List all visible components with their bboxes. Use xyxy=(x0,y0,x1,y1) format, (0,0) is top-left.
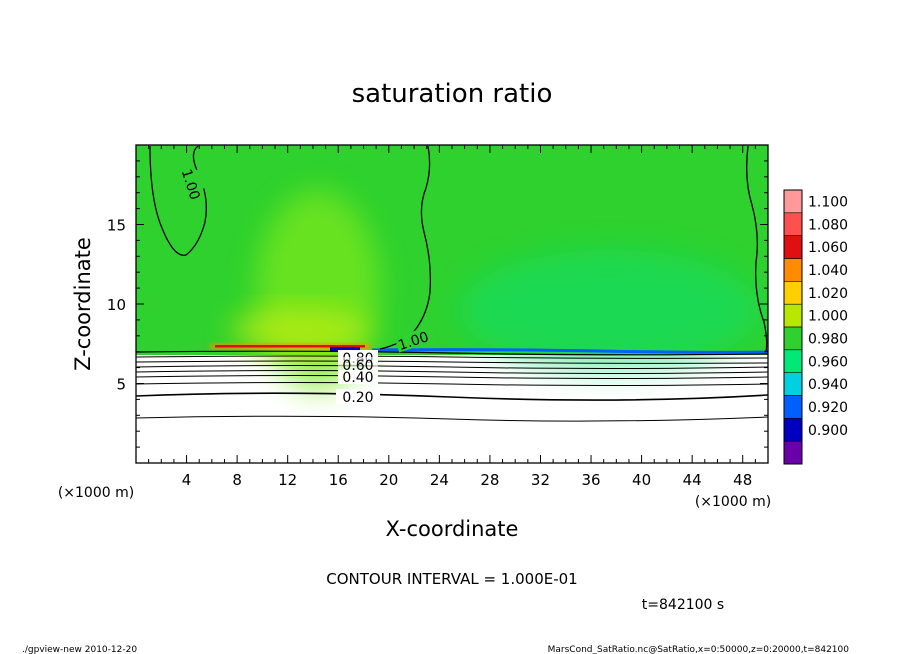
colorbar-swatch xyxy=(784,418,802,442)
y-axis-ticks: 5 10 15 xyxy=(107,160,768,448)
colorbar-swatch xyxy=(784,235,802,259)
x-tick-label: 12 xyxy=(278,471,297,489)
colorbar-swatch xyxy=(784,327,802,351)
colorbar-label: 1.020 xyxy=(808,286,848,302)
colorbar-label: 0.980 xyxy=(808,331,848,347)
contour-label-0.40: 0.40 xyxy=(342,370,373,386)
x-tick-label: 28 xyxy=(480,471,499,489)
x-tick-label: 20 xyxy=(379,471,398,489)
colorbar-swatch xyxy=(784,372,802,396)
colorbar-swatch xyxy=(784,190,802,214)
subsaturation-patch xyxy=(460,250,760,370)
colorbar-label: 1.060 xyxy=(808,240,848,256)
x-tick-label: 48 xyxy=(733,471,752,489)
footer-left: ./gpview-new 2010-12-20 xyxy=(22,645,137,654)
colorbar-label: 0.960 xyxy=(808,354,848,370)
colorbar-swatch xyxy=(784,281,802,305)
contour-1.00-left xyxy=(149,145,207,256)
colorbar-swatch xyxy=(784,395,802,419)
cloud-base-blue xyxy=(371,348,768,354)
y-tick-label: 5 xyxy=(116,376,126,394)
x-axis-unit: (×1000 m) xyxy=(695,494,771,510)
cloud-base-red xyxy=(215,345,365,348)
colorbar-label: 0.940 xyxy=(808,377,848,393)
colorbar-swatch xyxy=(784,441,802,465)
y-tick-label: 10 xyxy=(107,296,126,314)
colorbar-label: 1.040 xyxy=(808,263,848,279)
x-tick-label: 4 xyxy=(182,471,192,489)
x-axis-ticks: 4 8 12 16 20 24 28 32 36 40 44 48 xyxy=(148,145,756,489)
colorbar-label: 0.900 xyxy=(808,423,848,439)
colorbar-label: 1.000 xyxy=(808,309,848,325)
colorbar-swatch xyxy=(784,258,802,282)
colorbar-label: 1.100 xyxy=(808,194,848,210)
colorbar-swatch xyxy=(784,304,802,328)
x-tick-label: 32 xyxy=(531,471,550,489)
supersaturation-core xyxy=(230,308,370,352)
chart-title: saturation ratio xyxy=(352,79,553,109)
time-stamp: t=842100 s xyxy=(642,597,724,613)
x-tick-label: 36 xyxy=(581,471,600,489)
contour-1.00-right xyxy=(746,145,768,353)
x-tick-label: 40 xyxy=(632,471,651,489)
x-tick-label: 8 xyxy=(232,471,242,489)
x-tick-label: 16 xyxy=(329,471,348,489)
contour-labels: 1.00 1.00 0.80 0.60 0.40 0.20 xyxy=(173,167,432,406)
x-axis-label: X-coordinate xyxy=(386,517,519,541)
x-tick-label: 24 xyxy=(430,471,449,489)
plot-area: 1.00 1.00 0.80 0.60 0.40 0.20 xyxy=(136,145,768,463)
colorbar-label: 0.920 xyxy=(808,400,848,416)
y-tick-label: 15 xyxy=(107,217,126,235)
contour-interval-text: CONTOUR INTERVAL = 1.000E-01 xyxy=(326,570,577,588)
colorbar: 1.100 1.080 1.060 1.040 1.020 1.000 0.980 0.960… xyxy=(783,189,848,465)
cloud-base-darkblue xyxy=(330,347,360,352)
footer-right: MarsCond_SatRatio.nc@SatRatio,x=0:50000,… xyxy=(548,645,850,654)
colorbar-swatch xyxy=(784,212,802,237)
colorbar-swatch xyxy=(784,349,802,374)
x-tick-label: 44 xyxy=(683,471,702,489)
contour-lines-lower xyxy=(136,350,768,422)
y-axis-label: Z-coordinate xyxy=(71,237,95,371)
contour-label-0.20: 0.20 xyxy=(342,390,373,406)
y-axis-unit: (×1000 m) xyxy=(58,485,134,501)
colorbar-label: 1.080 xyxy=(808,217,848,233)
